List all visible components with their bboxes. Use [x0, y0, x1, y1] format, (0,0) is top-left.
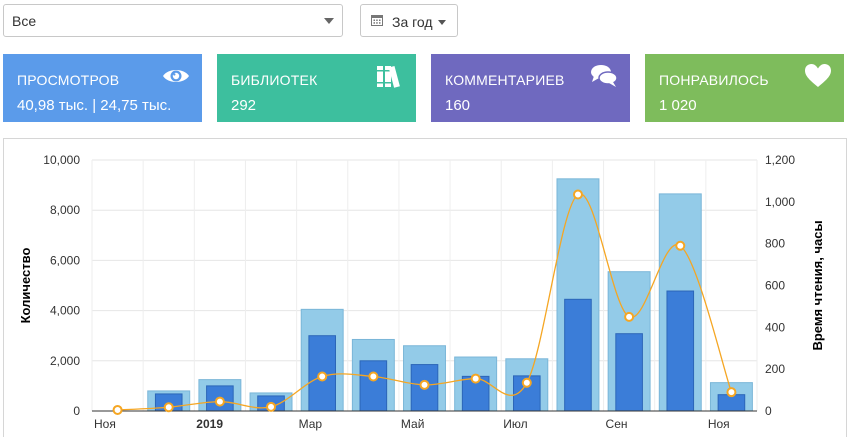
- y2-tick-label: 400: [765, 320, 785, 334]
- x-tick-label: 2019: [196, 417, 223, 431]
- x-tick-label: Июл: [503, 417, 527, 431]
- stat-card-comments: КОММЕНТАРИЕВ 160: [431, 54, 630, 122]
- filter-select[interactable]: Все: [3, 4, 343, 37]
- reading-time-point: [163, 402, 174, 413]
- y-tick-label: 4,000: [50, 304, 80, 318]
- reading-time-point: [726, 387, 737, 398]
- reading-time-point: [572, 189, 583, 200]
- stats-chart: 0 2,000 4,000 6,000 8,000 10,000 0 200 400 600 800…: [18, 153, 825, 431]
- y2-tick-label: 600: [765, 279, 785, 293]
- reading-time-point: [112, 404, 123, 415]
- stat-card-title: ПОНРАВИЛОСЬ: [659, 72, 769, 88]
- reading-time-point: [470, 373, 481, 384]
- reading-time-point: [419, 379, 430, 390]
- x-tick-label: Мар: [299, 417, 323, 431]
- chevron-down-icon: [324, 18, 334, 24]
- x-tick-label: Май: [401, 417, 425, 431]
- stat-card-title: БИБЛИОТЕК: [231, 72, 318, 88]
- y2-tick-label: 200: [765, 362, 785, 376]
- eye-icon: [163, 70, 189, 82]
- x-tick-label: Ноя: [94, 417, 116, 431]
- books-icon: [377, 65, 400, 88]
- bar-inner: [359, 360, 388, 412]
- y2-tick-label: 1,000: [765, 195, 795, 209]
- heart-icon: [805, 64, 831, 87]
- comments-icon: [591, 65, 618, 87]
- reading-time-point: [214, 396, 225, 407]
- bar-inner: [666, 290, 695, 412]
- stat-card-title: ПРОСМОТРОВ: [17, 72, 120, 88]
- y2-tick-label: 1,200: [765, 153, 795, 167]
- chevron-down-icon: [438, 20, 446, 25]
- calendar-icon: [371, 15, 383, 26]
- stat-card-value: 40,98 тыс. | 24,75 тыс.: [17, 97, 172, 114]
- stat-card-title: КОММЕНТАРИЕВ: [445, 72, 565, 88]
- y-tick-label: 10,000: [43, 153, 80, 167]
- reading-time-point: [521, 377, 532, 388]
- filter-select-value: Все: [12, 13, 37, 29]
- y2-tick-label: 800: [765, 237, 785, 251]
- reading-time-point: [317, 371, 328, 382]
- bar-inner: [615, 333, 643, 412]
- stat-card-views: ПРОСМОТРОВ 40,98 тыс. | 24,75 тыс.: [3, 54, 202, 122]
- stat-card-value: 1 020: [659, 97, 697, 114]
- stat-card-value: 160: [445, 97, 471, 114]
- reading-time-point: [624, 311, 635, 322]
- reading-time-point: [266, 401, 277, 412]
- reading-time-point: [675, 240, 686, 251]
- stat-card-libraries: БИБЛИОТЕК 292: [217, 54, 416, 122]
- x-tick-label: Ноя: [708, 417, 730, 431]
- y-tick-label: 8,000: [50, 203, 80, 217]
- period-label: За год: [392, 14, 433, 30]
- x-tick-label: Сен: [606, 417, 628, 431]
- chart-panel: 0 2,000 4,000 6,000 8,000 10,000 0 200 400 600 800…: [3, 138, 847, 437]
- bar-inner: [564, 298, 592, 412]
- period-button[interactable]: За год: [360, 4, 458, 37]
- reading-time-point: [368, 371, 379, 382]
- y2-tick-label: 0: [765, 404, 772, 418]
- y-axis-title: Количество: [18, 248, 33, 324]
- y-tick-label: 2,000: [50, 354, 80, 368]
- y2-axis-title: Время чтения, часы: [810, 220, 825, 350]
- y-tick-label: 6,000: [50, 253, 80, 267]
- stat-card-value: 292: [231, 97, 257, 114]
- stat-card-likes: ПОНРАВИЛОСЬ 1 020: [645, 54, 844, 122]
- y-tick-label: 0: [73, 404, 80, 418]
